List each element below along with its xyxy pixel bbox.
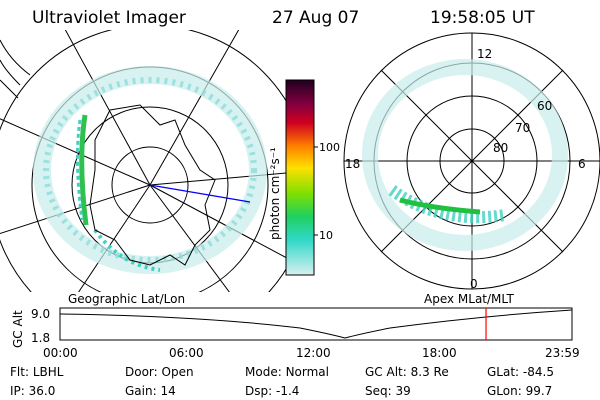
info-key: IP:	[10, 384, 25, 398]
mlat-label-80: 80	[493, 141, 508, 155]
info-key: Flt:	[10, 365, 29, 379]
date-label: 27 Aug 07	[272, 8, 360, 28]
colorbar-unit-label: photon cm⁻²s⁻¹	[268, 147, 282, 240]
info-door: Door: Open	[125, 365, 194, 379]
meridian-line	[149, 30, 240, 186]
timeline-ytick-label: 9.0	[31, 307, 50, 321]
info-value: 14	[160, 384, 176, 398]
mlat-label-70: 70	[515, 121, 530, 135]
time-label: 19:58:05 UT	[430, 8, 535, 28]
timeline-xtick-label: 23:59	[545, 346, 580, 360]
info-value: -1.4	[275, 384, 300, 398]
timeline-ytick-label: 1.8	[31, 331, 50, 345]
info-value: Normal	[285, 365, 329, 379]
aurora-oval-geographic	[33, 66, 267, 274]
mlt-label-18: 18	[345, 157, 360, 171]
info-key: Seq:	[365, 384, 392, 398]
geographic-map-label: Geographic Lat/Lon	[68, 292, 186, 306]
info-flt: Flt: LBHL	[10, 365, 63, 379]
info-key: Door:	[125, 365, 158, 379]
colorbar-tick-label: 100	[319, 141, 340, 154]
colorbar: 100 10 photon cm⁻²s⁻¹	[268, 79, 340, 276]
info-value: 36.0	[28, 384, 56, 398]
aurora-oval-mlt	[362, 59, 568, 251]
lat-circle	[111, 146, 189, 224]
mlt-label-12: 12	[477, 47, 492, 61]
mlt-map-label: Apex MLat/MLT	[424, 292, 514, 306]
info-value: Open	[161, 365, 194, 379]
altitude-timeline: GC Alt 9.0 1.8	[11, 307, 573, 348]
info-key: Gain:	[125, 384, 157, 398]
timeline-xtick-label: 18:00	[422, 346, 457, 360]
mlt-reference-line	[149, 184, 251, 203]
info-value: 39	[395, 384, 411, 398]
info-key: GLat:	[487, 365, 520, 379]
info-mode: Mode: Normal	[245, 365, 329, 379]
timeline-axis-label: GC Alt	[11, 310, 25, 348]
meridian-line	[149, 184, 300, 266]
polar-mlt-plot: 12 0 18 6 60 70 80	[343, 32, 600, 291]
meridian-line	[0, 184, 151, 235]
geographic-map	[0, 30, 300, 292]
timeline-xtick-label: 06:00	[169, 346, 204, 360]
antarctica-outline	[89, 104, 216, 266]
info-value: LBHL	[32, 365, 64, 379]
mlt-label-6: 6	[578, 157, 586, 171]
timeline-xtick-label: 00:00	[43, 346, 78, 360]
mlt-label-0: 0	[470, 277, 478, 291]
info-value: 8.3 Re	[410, 365, 449, 379]
colorbar-gradient	[285, 79, 315, 276]
info-glon: GLon: 99.7	[487, 384, 552, 398]
info-key: Dsp:	[245, 384, 273, 398]
mlat-label-60: 60	[537, 99, 552, 113]
app-title: Ultraviolet Imager	[32, 8, 186, 28]
altitude-curve	[59, 309, 573, 339]
meridian-line	[64, 30, 151, 186]
info-dsp: Dsp: -1.4	[245, 384, 299, 398]
meridian-line	[0, 118, 151, 186]
info-seq: Seq: 39	[365, 384, 411, 398]
info-key: Mode:	[245, 365, 282, 379]
info-key: GLon:	[487, 384, 522, 398]
colorbar-tick-label: 10	[319, 229, 333, 242]
timeline-xtick-label: 12:00	[296, 346, 331, 360]
info-gc-alt: GC Alt: 8.3 Re	[365, 365, 449, 379]
info-key: GC Alt:	[365, 365, 407, 379]
info-ip: IP: 36.0	[10, 384, 55, 398]
info-value: 99.7	[525, 384, 553, 398]
info-gain: Gain: 14	[125, 384, 176, 398]
timeline-frame	[59, 307, 573, 341]
info-value: -84.5	[522, 365, 554, 379]
info-glat: GLat: -84.5	[487, 365, 554, 379]
